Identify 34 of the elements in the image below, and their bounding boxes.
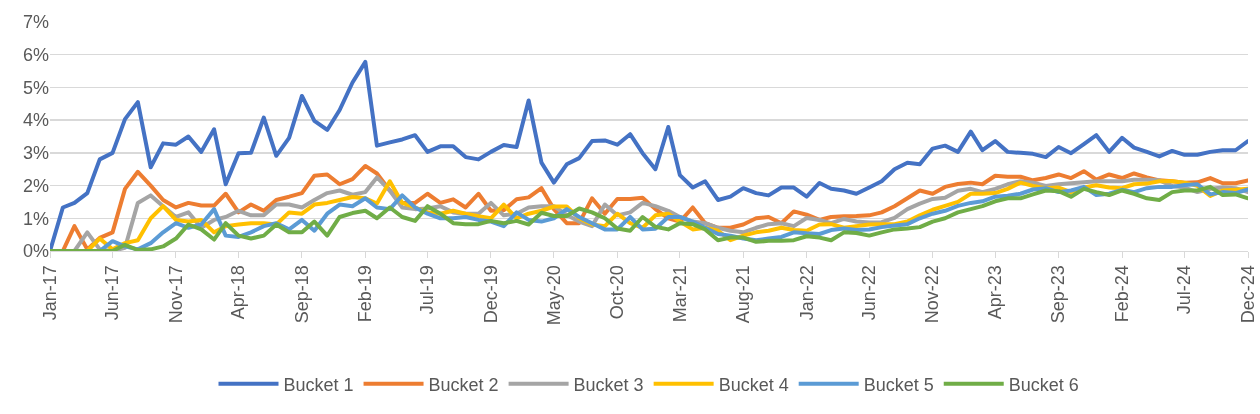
x-tick-label: Jan-17 [39,265,60,321]
x-tick-label: Aug-21 [733,265,754,324]
x-tick-label: Nov-17 [165,265,186,324]
x-tick-label: Feb-24 [1111,265,1132,323]
y-tick-label: 2% [22,175,49,196]
legend-label: Bucket 4 [718,374,789,395]
y-tick-label: 0% [22,241,49,262]
x-tick-label: Dec-19 [480,265,501,324]
y-tick-label: 5% [22,77,49,98]
y-tick-label: 3% [22,143,49,164]
x-tick-label: Jul-24 [1174,265,1195,315]
x-tick-label: Jun-17 [102,265,123,321]
y-tick-label: 4% [22,110,49,131]
legend-label: Bucket 2 [428,374,499,395]
x-tick-label: Mar-21 [669,265,690,323]
x-tick-label: Apr-23 [985,265,1006,320]
x-tick-label: Apr-18 [228,265,249,320]
legend-label: Bucket 5 [863,374,934,395]
x-tick-label: Feb-19 [355,265,376,323]
x-tick-label: Jan-22 [796,265,817,321]
legend-label: Bucket 3 [573,374,644,395]
x-tick-label: Oct-20 [607,265,628,320]
x-tick-label: Sep-23 [1048,265,1069,324]
x-tick-label: Jul-19 [417,265,438,315]
legend-label: Bucket 6 [1008,374,1079,395]
x-tick-label: Sep-18 [291,265,312,324]
x-tick-label: Dec-24 [1237,265,1258,324]
y-tick-label: 6% [22,45,49,66]
legend-label: Bucket 1 [283,374,354,395]
x-tick-label: Nov-22 [922,265,943,324]
x-tick-label: May-20 [543,265,564,326]
y-tick-label: 1% [22,208,49,229]
x-tick-label: Jun-22 [859,265,880,321]
y-tick-label: 7% [22,12,49,33]
